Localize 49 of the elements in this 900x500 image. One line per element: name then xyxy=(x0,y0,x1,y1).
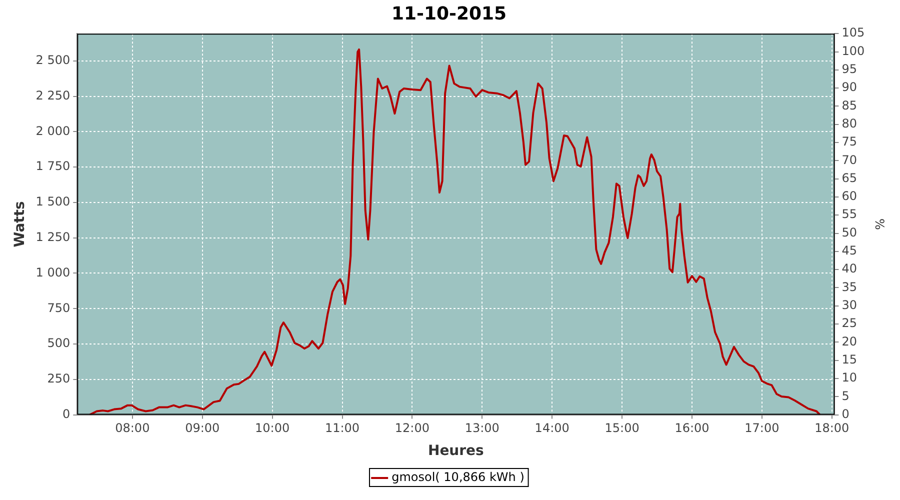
y-tick-label: 2 500 xyxy=(36,53,70,68)
x-tick-label: 14:00 xyxy=(534,421,570,436)
x-tick-label: 13:00 xyxy=(464,421,500,436)
y2-tick-label: 40 xyxy=(842,262,857,276)
y2-tick-label: 70 xyxy=(842,152,857,167)
y2-tick-label: 50 xyxy=(842,225,857,240)
y2-tick-label: 25 xyxy=(842,316,857,330)
y2-tick-label: 80 xyxy=(842,116,857,130)
y-tick-label: 2 250 xyxy=(36,88,70,102)
y2-axis-title: % xyxy=(872,218,887,230)
x-tick-label: 10:00 xyxy=(255,421,290,436)
y-tick-label: 750 xyxy=(47,300,70,315)
y2-tick-label: 105 xyxy=(842,26,865,40)
y-tick-label: 0 xyxy=(62,406,70,421)
x-tick-label: 15:00 xyxy=(604,421,640,436)
x-axis-title: Heures xyxy=(428,443,484,460)
y2-tick-label: 55 xyxy=(842,207,857,222)
y2-tick-label: 35 xyxy=(842,280,857,294)
y2-tick-label: 10 xyxy=(842,370,857,385)
y2-tick-label: 65 xyxy=(842,170,857,185)
x-tick-label: 16:00 xyxy=(674,421,710,436)
y2-tick-label: 90 xyxy=(842,80,857,94)
y2-tick-label: 30 xyxy=(842,298,857,312)
x-tick-label: 08:00 xyxy=(115,421,150,436)
x-tick-label: 12:00 xyxy=(394,421,430,436)
y2-tick-label: 100 xyxy=(842,44,865,58)
y-tick-label: 2 000 xyxy=(36,124,70,138)
y2-tick-label: 15 xyxy=(842,352,857,366)
y-tick-label: 500 xyxy=(47,336,70,350)
y2-tick-label: 95 xyxy=(842,62,857,76)
y-tick-label: 1 500 xyxy=(36,194,70,209)
y2-tick-label: 45 xyxy=(842,244,857,258)
x-tick-label: 18:00 xyxy=(814,421,850,436)
y2-tick-label: 85 xyxy=(842,98,857,112)
y2-tick-label: 0 xyxy=(842,406,850,421)
y-tick-label: 250 xyxy=(47,372,70,386)
x-tick-label: 11:00 xyxy=(324,421,360,436)
y-tick-label: 1 000 xyxy=(36,265,70,280)
y2-tick-label: 5 xyxy=(842,388,850,403)
chart-title: 11-10-2015 xyxy=(391,3,507,24)
y-axis-title: Watts xyxy=(12,201,28,248)
y-tick-label: 1 750 xyxy=(36,159,70,174)
x-tick-label: 09:00 xyxy=(185,421,220,436)
y2-tick-label: 20 xyxy=(842,334,857,348)
y2-tick-label: 60 xyxy=(842,189,857,204)
y-tick-label: 1 250 xyxy=(36,230,70,244)
x-tick-label: 17:00 xyxy=(744,421,780,436)
y2-tick-label: 75 xyxy=(842,134,857,149)
legend-label: gmosol( 10,866 kWh ) xyxy=(392,470,524,484)
